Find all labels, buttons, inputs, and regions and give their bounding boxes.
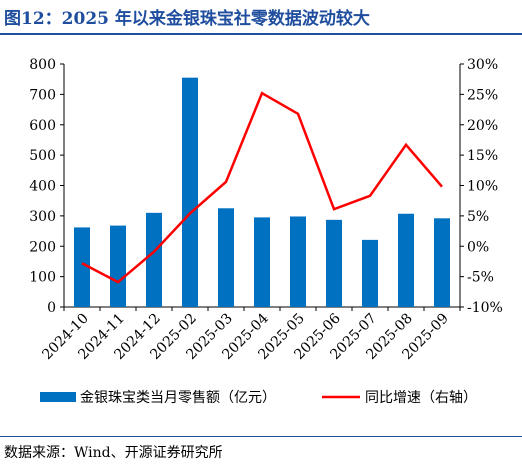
bar-2025-07 (362, 239, 378, 307)
right-tick-label: 20% (467, 118, 498, 134)
left-tick-label: 0 (47, 300, 56, 316)
bar-2025-02 (182, 77, 198, 307)
right-tick-label: 10% (467, 179, 498, 195)
right-tick-label: 15% (467, 148, 498, 164)
source-divider (0, 436, 522, 437)
left-tick-label: 400 (29, 179, 56, 195)
right-tick-label: 25% (467, 87, 498, 103)
bar-2025-04 (254, 217, 270, 307)
bar-2025-09 (434, 218, 450, 307)
left-tick-label: 600 (29, 118, 56, 134)
left-tick-label: 300 (29, 209, 56, 225)
legend-bar-label: 金银珠宝类当月零售额（亿元） (80, 390, 276, 406)
legend-bar-swatch (40, 392, 76, 402)
bar-2025-08 (398, 213, 414, 307)
data-source-note: 数据来源：Wind、开源证券研究所 (4, 445, 223, 461)
chart-title: 图12：2025 年以来金银珠宝社零数据波动较大 (4, 9, 370, 29)
right-tick-label: 0% (467, 239, 489, 255)
bar-2024-11 (110, 225, 126, 307)
right-tick-label: -5% (467, 270, 494, 286)
bar-2024-10 (74, 227, 90, 307)
bar-2025-06 (326, 219, 342, 307)
right-tick-label: 5% (467, 209, 489, 225)
left-tick-label: 200 (29, 239, 56, 255)
left-tick-label: 800 (29, 57, 56, 73)
bar-2025-03 (218, 208, 234, 307)
left-tick-label: 100 (29, 270, 56, 286)
yoy-growth-line (81, 91, 443, 284)
right-tick-label: -10% (467, 300, 503, 316)
right-tick-label: 30% (467, 57, 498, 73)
title-divider (0, 33, 522, 35)
left-tick-label: 700 (29, 87, 56, 103)
bar-2024-12 (146, 212, 162, 307)
bar-2025-05 (290, 216, 306, 307)
left-tick-label: 500 (29, 148, 56, 164)
legend-line-label: 同比增速（右轴） (365, 390, 477, 406)
